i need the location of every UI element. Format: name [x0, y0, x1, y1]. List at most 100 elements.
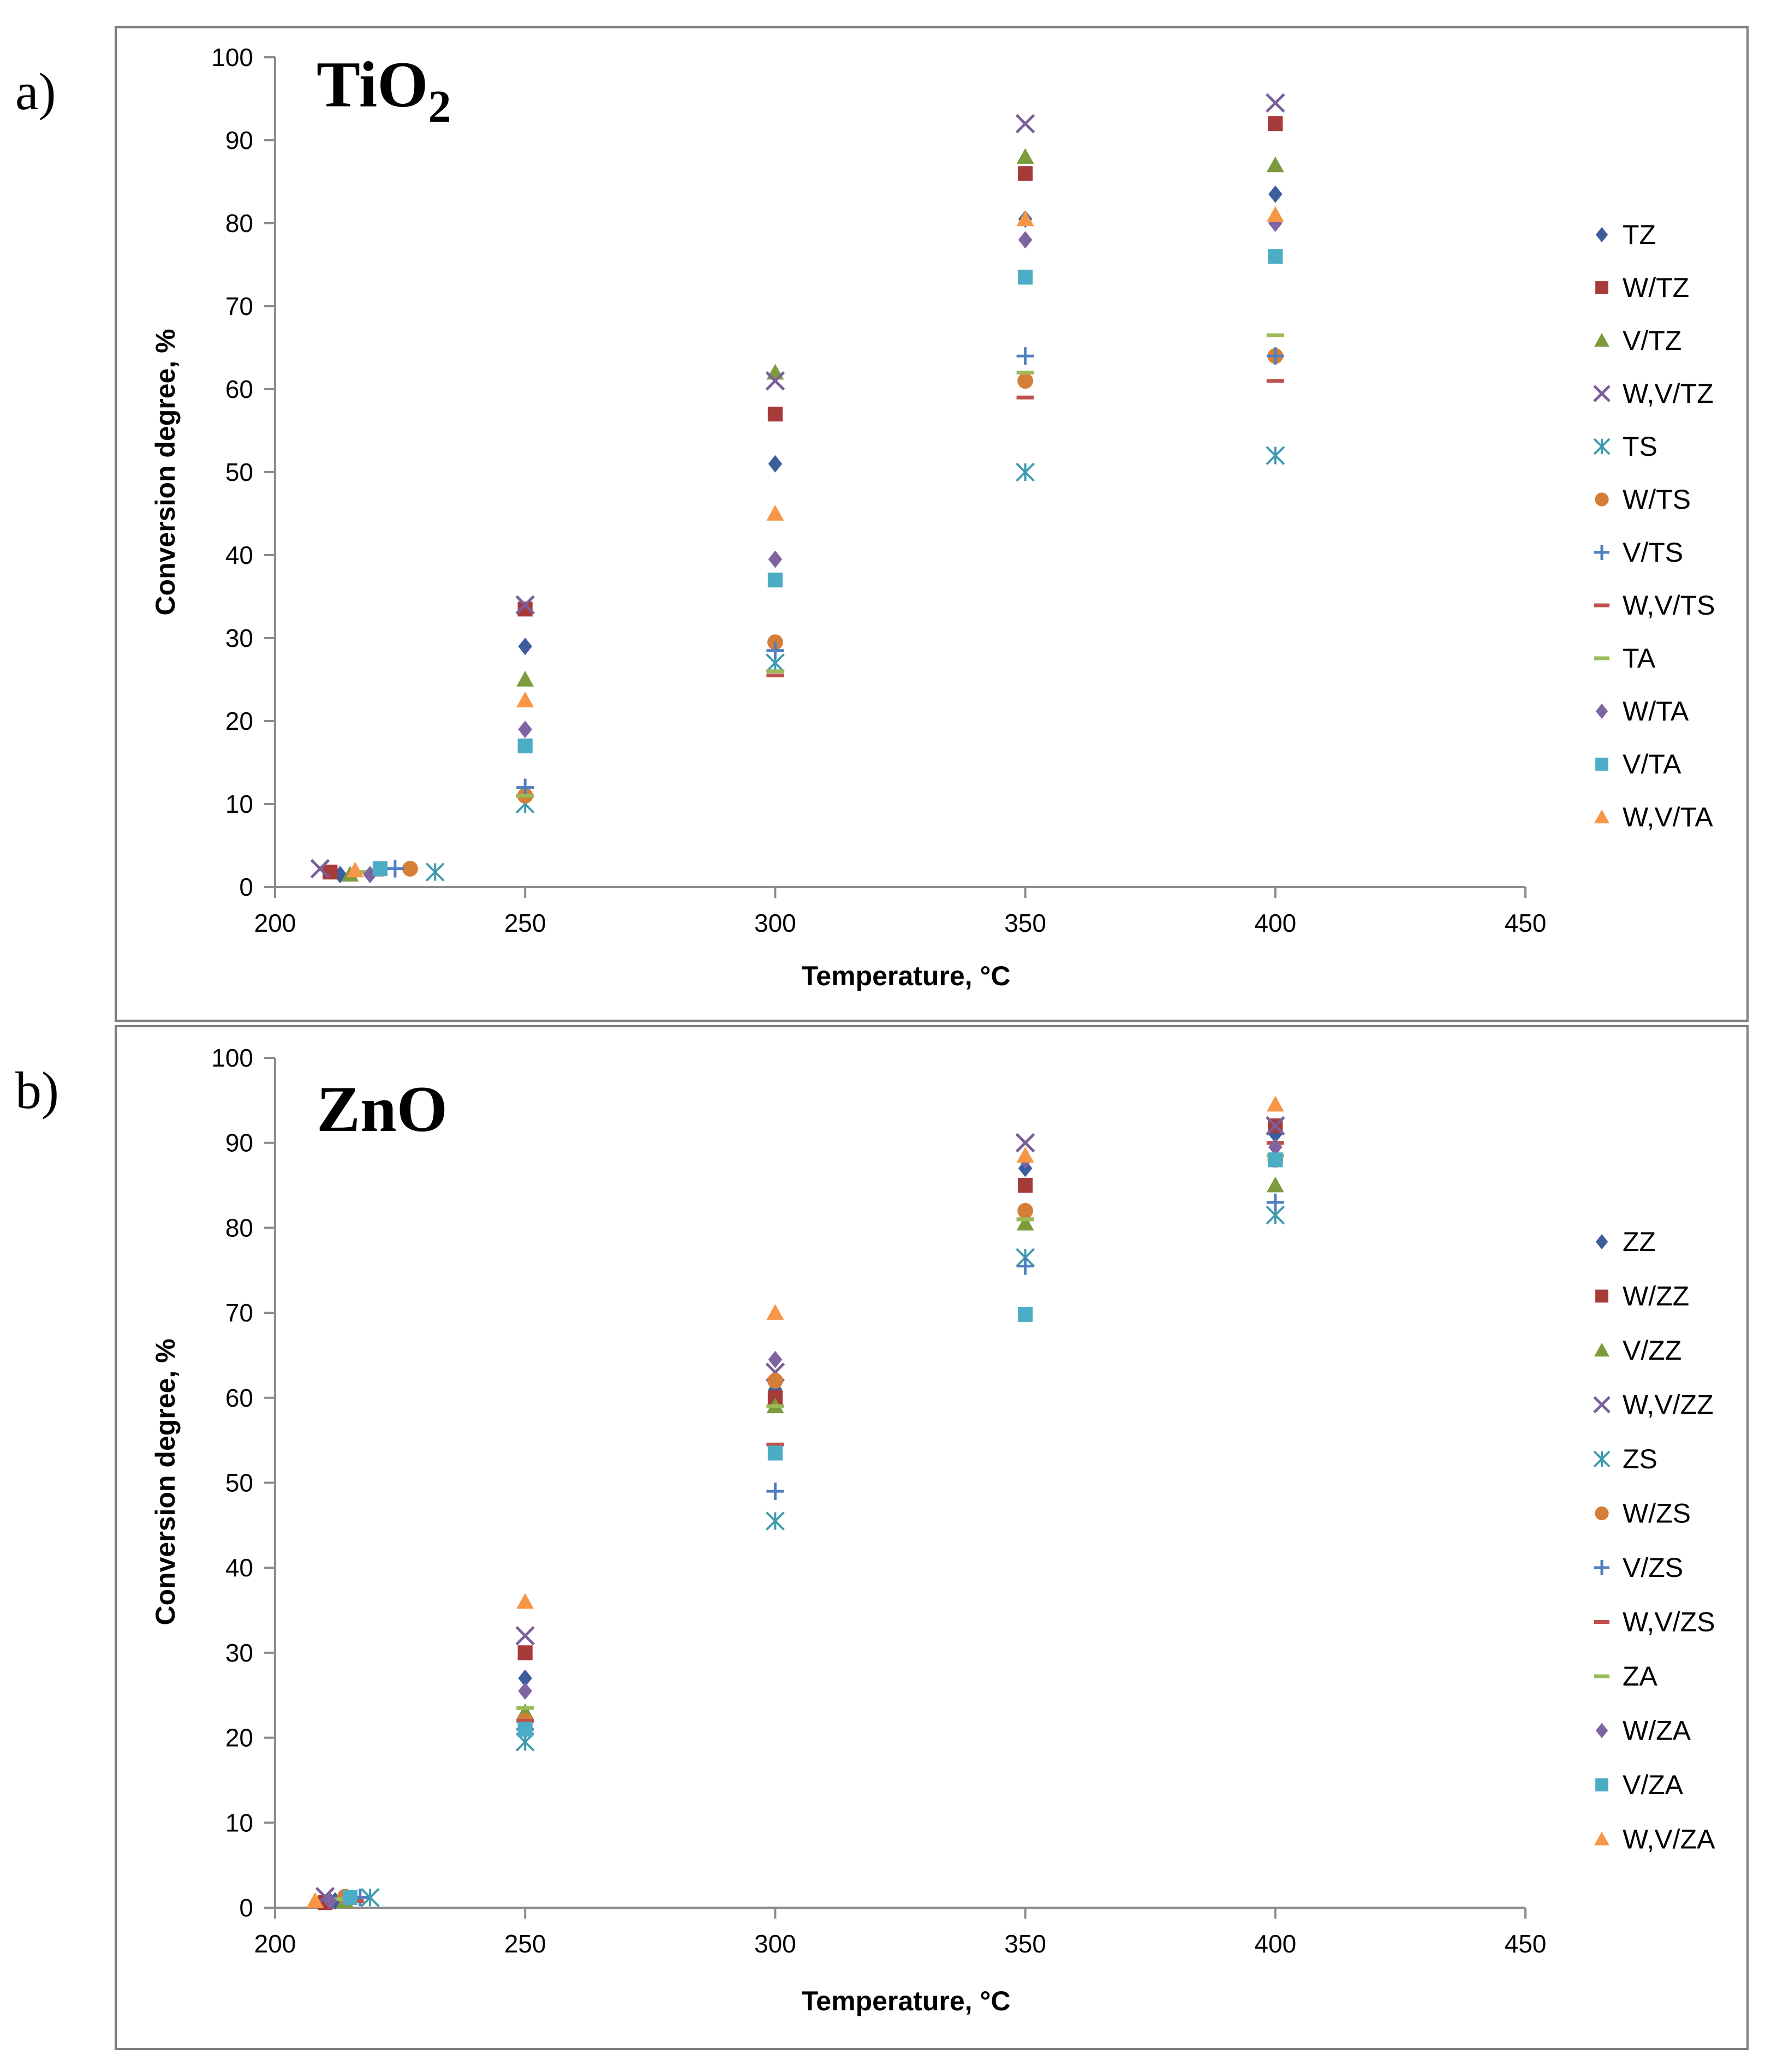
- data-point: [515, 595, 535, 615]
- data-point: [766, 1442, 784, 1446]
- series-w-v-zs: [346, 1141, 1284, 1903]
- data-point: [766, 1304, 784, 1320]
- legend-label: W,V/TA: [1623, 802, 1713, 832]
- y-tick-label: 40: [225, 541, 253, 569]
- legend-item: W/ZZ: [1595, 1281, 1689, 1312]
- legend-item: ZA: [1594, 1661, 1658, 1692]
- data-point: [1016, 148, 1034, 164]
- panel-a-x-tick-labels: 200 250 300 350 400 450: [254, 909, 1547, 937]
- series-w-v-za: [306, 1095, 1284, 1908]
- panel-a-y-axis-title: Conversion degree, %: [150, 329, 181, 615]
- data-point: [1266, 1095, 1284, 1112]
- legend-label: V/ZZ: [1623, 1335, 1681, 1366]
- series-zz: [328, 1126, 1283, 1910]
- x-tick-label: 400: [1254, 909, 1296, 937]
- legend-marker: [1595, 492, 1609, 507]
- legend-marker: [1595, 758, 1608, 771]
- legend-label: W/ZA: [1623, 1716, 1691, 1746]
- y-tick-label: 60: [225, 1384, 253, 1412]
- data-point: [518, 1669, 532, 1687]
- data-point: [1266, 1193, 1284, 1211]
- legend-marker: [1594, 1620, 1609, 1624]
- legend-label: W/TZ: [1623, 272, 1689, 303]
- y-tick-label: 30: [225, 1639, 253, 1667]
- legend-marker: [1594, 333, 1609, 347]
- data-point: [516, 692, 534, 707]
- x-tick-label: 200: [254, 1930, 296, 1958]
- data-point: [323, 1892, 337, 1910]
- panel-a-label: a): [15, 62, 56, 121]
- x-tick-label: 450: [1505, 1930, 1547, 1958]
- legend-label: W/ZZ: [1623, 1281, 1689, 1312]
- panel-b-legend: ZZ W/ZZ V/ZZ W,V/ZZ ZS W/ZS V/ZS W,V/ZS ZA W/ZA V/…: [1593, 1226, 1715, 1855]
- panel-b-label: b): [15, 1061, 59, 1120]
- data-point: [1016, 1217, 1034, 1222]
- data-point: [516, 778, 534, 796]
- legend-marker: [1595, 1506, 1609, 1521]
- series-w-zs: [337, 1152, 1284, 1905]
- data-point: [342, 1890, 358, 1905]
- series-v-za: [342, 1152, 1283, 1905]
- data-point: [516, 1593, 534, 1609]
- y-tick-label: 70: [225, 1299, 253, 1327]
- legend-marker: [1595, 1778, 1608, 1791]
- series-w-v-ts: [366, 379, 1284, 877]
- data-point: [766, 1482, 784, 1501]
- legend-item: W,V/TS: [1594, 590, 1715, 621]
- data-point: [515, 1626, 535, 1646]
- y-tick-label: 70: [225, 292, 253, 320]
- data-point: [517, 1645, 533, 1660]
- data-point: [331, 1897, 349, 1901]
- series-v-tz: [341, 148, 1284, 882]
- data-point: [768, 550, 783, 568]
- legend-item: TS: [1593, 431, 1657, 462]
- data-point: [766, 673, 784, 677]
- series-za: [331, 1153, 1284, 1901]
- data-point: [516, 1718, 534, 1723]
- panel-b-data-points: [306, 1095, 1285, 1910]
- legend-marker: [1594, 545, 1609, 560]
- y-tick-label: 30: [225, 624, 253, 652]
- data-point: [1266, 379, 1284, 383]
- data-point: [766, 505, 784, 521]
- legend-item: ZZ: [1595, 1226, 1656, 1257]
- data-point: [1268, 215, 1283, 232]
- legend-label: V/TS: [1623, 537, 1683, 568]
- data-point: [1268, 116, 1283, 132]
- y-tick-label: 50: [225, 458, 253, 486]
- legend-label: ZZ: [1623, 1226, 1656, 1257]
- legend-label: W,V/ZZ: [1623, 1390, 1714, 1420]
- x-tick-label: 400: [1254, 1930, 1296, 1958]
- panel-a-material-name: TiO: [317, 48, 428, 121]
- legend-marker: [1595, 281, 1608, 294]
- data-point: [1266, 347, 1284, 365]
- data-point: [766, 364, 784, 380]
- y-tick-label: 10: [225, 1808, 253, 1837]
- panel-a-x-axis-title: Temperature, °C: [801, 961, 1010, 991]
- legend-item: W,V/TZ: [1593, 378, 1714, 409]
- legend-marker: [1594, 1560, 1609, 1575]
- legend-marker: [1593, 438, 1611, 455]
- data-point: [1266, 1116, 1285, 1136]
- panel-a-frame: [115, 26, 1749, 1022]
- series-w-tz: [323, 116, 1283, 880]
- x-tick-label: 250: [504, 909, 546, 937]
- data-point: [766, 641, 784, 659]
- x-tick-label: 300: [754, 909, 796, 937]
- data-point: [306, 1892, 324, 1908]
- y-tick-label: 90: [225, 126, 253, 154]
- data-point: [516, 671, 534, 687]
- data-point: [1266, 446, 1285, 466]
- data-point: [1268, 1152, 1283, 1168]
- data-point: [517, 739, 533, 754]
- legend-marker: [1595, 1289, 1608, 1303]
- panel-b-frame: [115, 1025, 1749, 2050]
- data-point: [1268, 1126, 1283, 1144]
- x-tick-label: 300: [754, 1930, 796, 1958]
- panel-b-y-axis-title: Conversion degree, %: [150, 1338, 181, 1625]
- data-point: [767, 573, 783, 588]
- legend-item: W/TZ: [1595, 272, 1689, 303]
- panel-a-material-subscript: 2: [428, 81, 451, 132]
- data-point: [386, 860, 404, 878]
- legend-label: TS: [1623, 431, 1657, 462]
